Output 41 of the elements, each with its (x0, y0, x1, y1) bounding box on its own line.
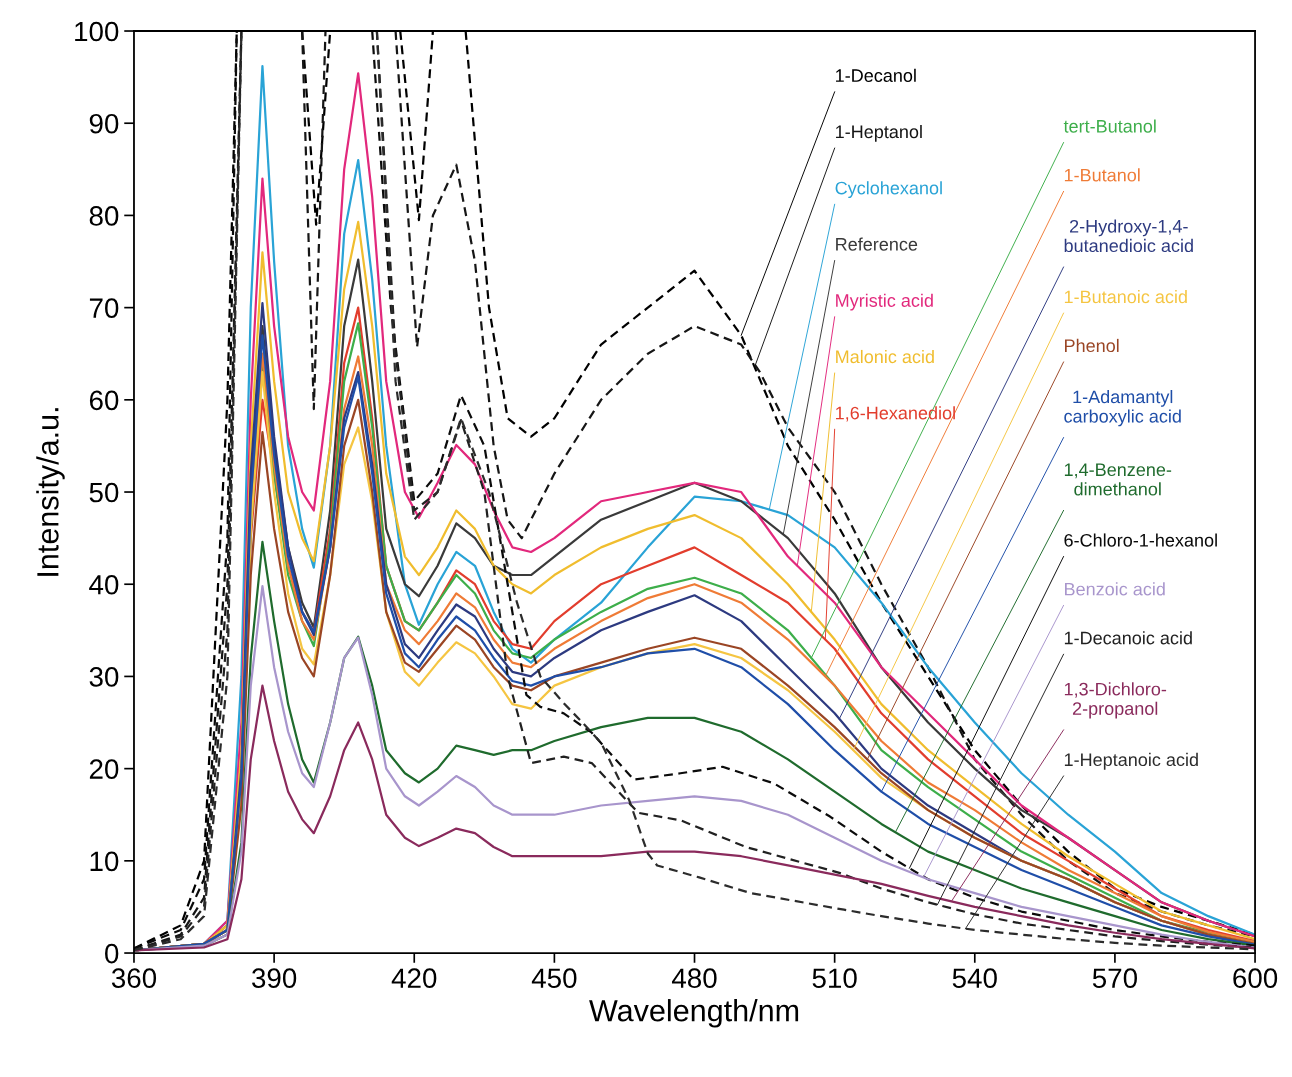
y-tick-label: 0 (105, 943, 119, 964)
y-tick-label: 10 (90, 851, 119, 872)
text: 1-Heptanoic acid (1064, 752, 1198, 770)
y-tick-label: 100 (75, 21, 119, 42)
text: 1,4-Benzene- dimethanol (1064, 463, 1172, 496)
x-tick-label: 600 (1233, 968, 1278, 989)
text: 6-Chloro-1-hexanol (1064, 533, 1217, 547)
y-tick-label: 70 (89, 298, 119, 318)
text: 1-Heptanol (836, 124, 922, 142)
text: Malonic acid (836, 349, 934, 364)
x-tick-label: 480 (671, 968, 717, 989)
x-tick-label: 540 (952, 968, 997, 989)
y-tick-label: 40 (89, 574, 119, 595)
text: 1-Decanoic acid (1064, 631, 1192, 645)
x-tick-label: 570 (1092, 968, 1137, 989)
text: Reference (836, 237, 918, 251)
x-tick-label: 360 (111, 968, 157, 989)
y-tick-label: 20 (89, 759, 119, 779)
x-tick-label: 390 (252, 968, 297, 989)
y-tick-label: 60 (89, 390, 119, 411)
x-tick-label: 420 (391, 968, 437, 989)
y-tick-label: 30 (89, 667, 119, 687)
text: 1-Adamantyl carboxylic acid (1064, 389, 1181, 427)
x-axis-title: Wavelength/nm (589, 999, 799, 1028)
text: Phenol (1065, 338, 1119, 353)
text: 2-Hydroxy-1,4- butanedioic acid (1064, 219, 1193, 253)
y-tick-label: 90 (89, 113, 119, 134)
y-tick-label: 50 (89, 482, 119, 503)
text: Benzoic acid (1065, 582, 1165, 596)
text: 1-Decanol (836, 68, 916, 82)
text: Cyclohexanol (835, 181, 942, 199)
text: 1-Butanoic acid (1064, 289, 1187, 304)
x-tick-label: 510 (812, 968, 857, 989)
text: 1,6-Hexanediol (836, 406, 955, 422)
text: 1-Butanol (1064, 168, 1140, 182)
text: Myristic acid (836, 293, 933, 311)
y-axis-title: Intensity/a.u. (36, 408, 65, 576)
y-tick-label: 80 (89, 206, 119, 226)
text: 1,3-Dichloro- 2-propanol (1064, 682, 1167, 719)
x-tick-label: 450 (531, 968, 577, 989)
text: tert-Butanol (1063, 119, 1156, 133)
